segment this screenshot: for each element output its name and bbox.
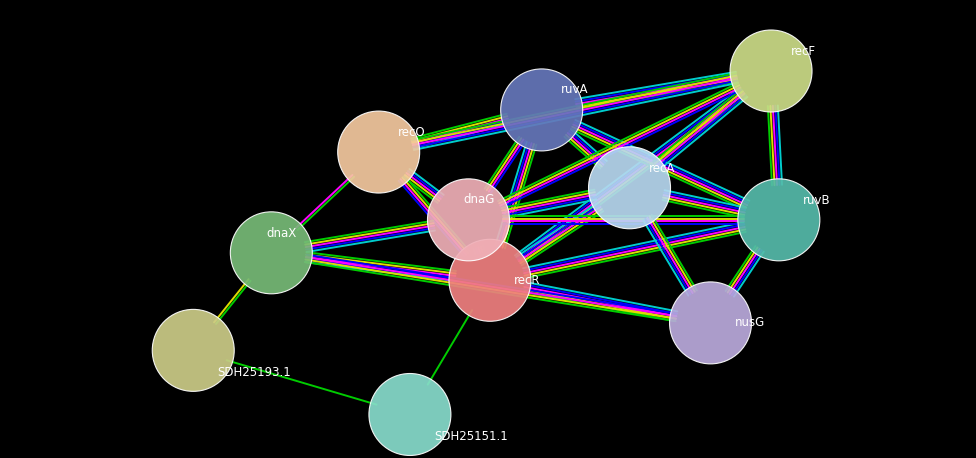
Text: ruvA: ruvA [561,83,589,96]
Ellipse shape [152,309,234,392]
Ellipse shape [501,69,583,151]
Ellipse shape [449,239,531,322]
Ellipse shape [427,179,509,261]
Text: SDH25193.1: SDH25193.1 [218,366,292,379]
Ellipse shape [589,147,671,229]
Text: recF: recF [791,45,816,58]
Text: recR: recR [514,274,541,287]
Ellipse shape [369,373,451,456]
Ellipse shape [338,111,420,193]
Text: recA: recA [649,162,675,175]
Text: ruvB: ruvB [803,194,831,207]
Ellipse shape [738,179,820,261]
Text: dnaG: dnaG [464,193,495,206]
Text: dnaX: dnaX [266,227,297,240]
Ellipse shape [730,30,812,112]
Text: nusG: nusG [735,316,765,329]
Ellipse shape [670,282,752,364]
Text: recO: recO [398,126,426,139]
Text: SDH25151.1: SDH25151.1 [434,430,508,443]
Ellipse shape [230,212,312,294]
